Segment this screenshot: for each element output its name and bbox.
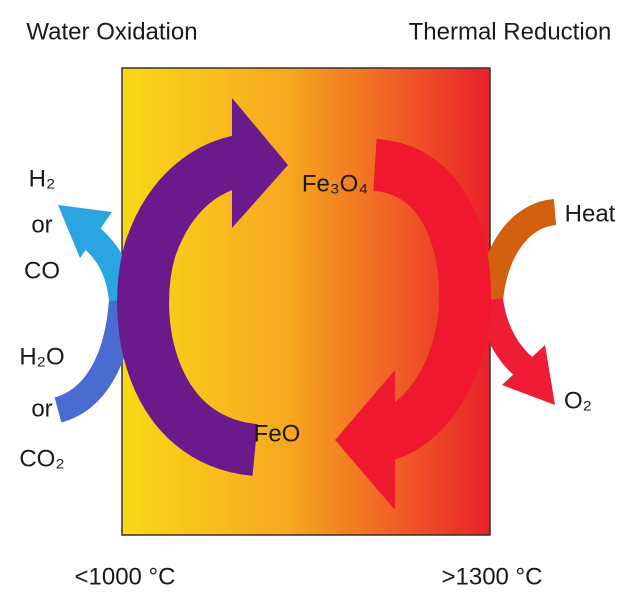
oxidation-arrowhead (232, 98, 288, 228)
product-label: or (31, 211, 52, 238)
heat-label: Heat (565, 200, 616, 227)
title-left: Water Oxidation (26, 18, 197, 45)
reactant-arrow (53, 298, 135, 423)
reactant-label: CO₂ (19, 445, 64, 472)
temperature-left: <1000 °C (74, 563, 175, 590)
cycle-label: FeO (254, 420, 301, 447)
product-label: CO (24, 257, 60, 284)
oxygen-label: O₂ (564, 387, 592, 414)
oxygen-arrowhead (502, 345, 555, 405)
product-label: H₂ (29, 165, 56, 192)
reactant-label: H₂O (19, 343, 64, 370)
oxygen-arrow (477, 297, 534, 378)
oxidation-arrow (117, 134, 259, 476)
title-right: Thermal Reduction (409, 18, 612, 45)
reduction-arrow (371, 139, 492, 461)
reduction-arrowhead (335, 370, 395, 510)
reactant-label: or (31, 395, 52, 422)
heat-arrow (477, 199, 558, 302)
product-arrowhead (58, 205, 112, 258)
reactor-box (121, 67, 491, 536)
temperature-right: >1300 °C (441, 563, 542, 590)
cycle-label: Fe₃O₄ (302, 170, 368, 197)
